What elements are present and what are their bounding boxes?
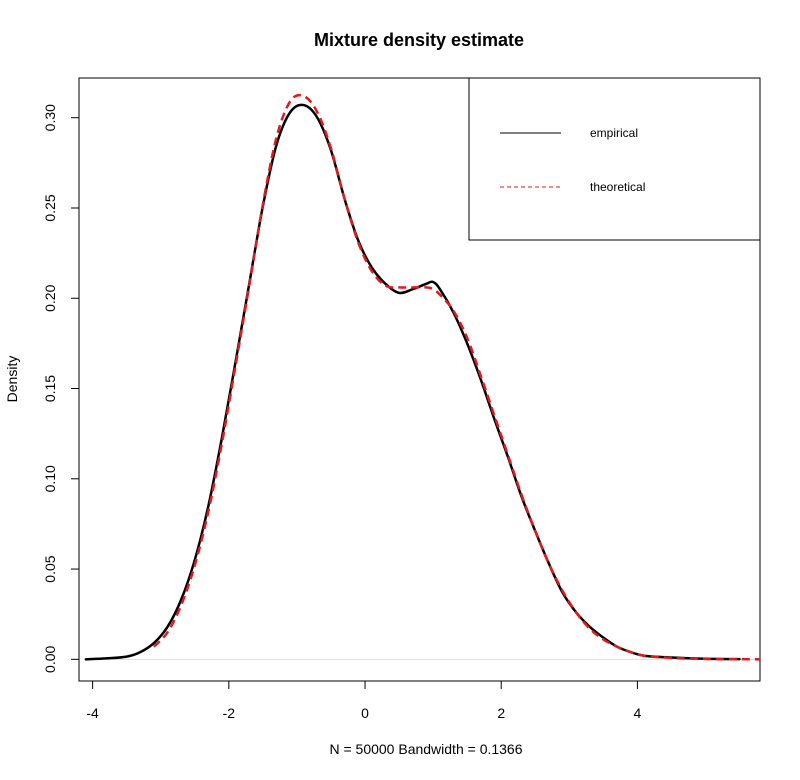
x-tick-label: -4	[86, 705, 99, 721]
x-axis: -4 -2 0 2 4	[86, 680, 642, 721]
legend: empirical theoretical	[468, 77, 761, 241]
x-tick-label: 2	[497, 705, 505, 721]
y-axis: 0.00 0.05 0.10 0.15 0.20 0.25 0.30	[42, 104, 80, 673]
y-tick-label: 0.20	[42, 284, 58, 311]
series-line-theoretical	[153, 93, 761, 661]
y-tick-label: 0.30	[42, 104, 58, 131]
legend-box	[468, 77, 761, 241]
y-tick-label: 0.00	[42, 645, 58, 672]
y-tick-label: 0.15	[42, 375, 58, 402]
legend-label-empirical: empirical	[590, 126, 638, 140]
y-tick-label: 0.10	[42, 465, 58, 492]
y-tick-label: 0.25	[42, 194, 58, 221]
y-tick-label: 0.05	[42, 555, 58, 582]
series-group	[84, 93, 761, 661]
x-tick-label: 0	[361, 705, 369, 721]
x-axis-label: N = 50000 Bandwidth = 0.1366	[329, 741, 522, 757]
y-axis-label: Density	[4, 356, 20, 403]
chart-title: Mixture density estimate	[314, 30, 524, 50]
x-tick-label: -2	[223, 705, 236, 721]
legend-label-theoretical: theoretical	[590, 180, 645, 194]
x-tick-label: 4	[634, 705, 642, 721]
